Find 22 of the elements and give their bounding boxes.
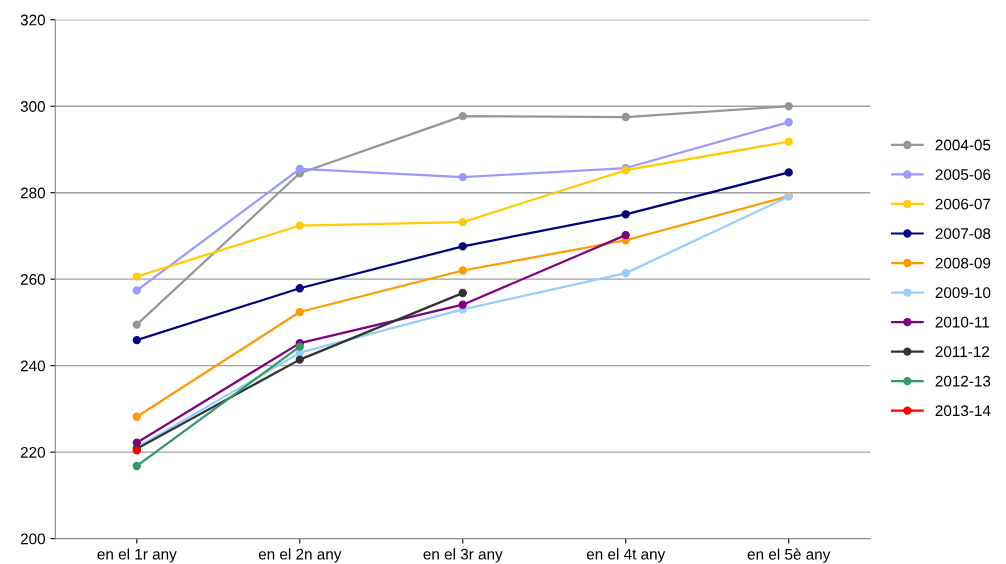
y-tick-label: 240 xyxy=(20,360,46,372)
legend-label: 2007-08 xyxy=(935,228,991,239)
x-tick-label: en el 5è any xyxy=(747,548,831,563)
y-tick-label: 300 xyxy=(20,101,46,112)
legend-label: 2013-14 xyxy=(935,405,991,417)
x-tick-label: en el 1r any xyxy=(97,548,177,563)
y-tick-label: 260 xyxy=(20,274,46,285)
x-tick-label: en el 2n any xyxy=(258,548,342,563)
legend-label: 2006-07 xyxy=(935,198,991,210)
legend-label: 2008-09 xyxy=(935,257,991,269)
legend-label: 2012-13 xyxy=(935,375,991,387)
legend-label: 2010-11 xyxy=(935,316,990,328)
x-tick-label: en el 3r any xyxy=(423,548,503,563)
legend-label: 2005-06 xyxy=(935,169,991,180)
legend-label: 2009-10 xyxy=(935,287,991,299)
x-tick-label: en el 4t any xyxy=(586,548,666,563)
y-tick-label: 320 xyxy=(20,14,46,26)
legend-label: 2004-05 xyxy=(935,139,991,151)
legend-label: 2011-12 xyxy=(935,346,990,358)
y-tick-label: 200 xyxy=(20,533,46,545)
y-tick-label: 220 xyxy=(20,447,46,458)
y-tick-label: 280 xyxy=(20,187,46,199)
